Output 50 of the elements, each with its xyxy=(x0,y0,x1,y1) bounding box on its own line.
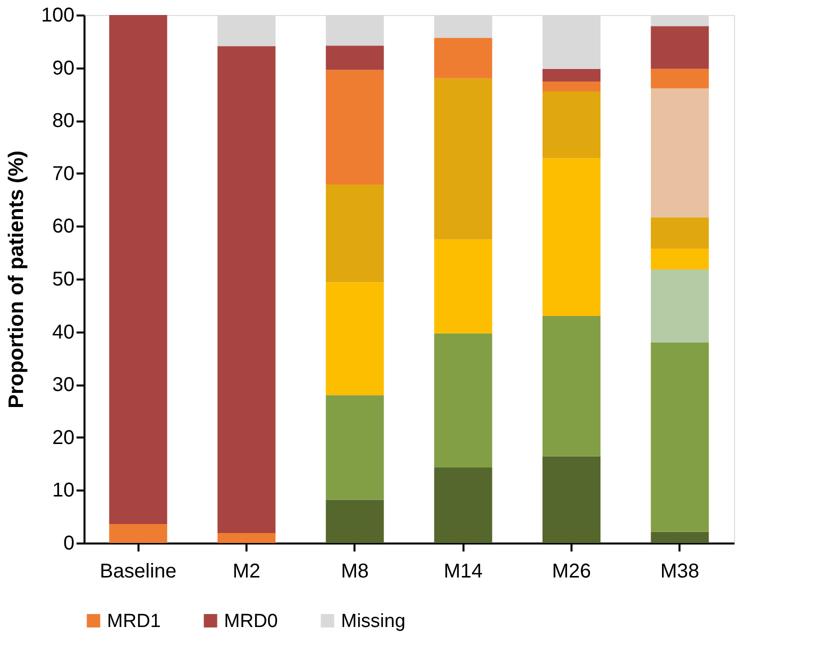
y-tick-label: 80 xyxy=(52,110,74,132)
y-tick-label: 0 xyxy=(63,532,74,554)
y-tick-label: 100 xyxy=(41,4,74,26)
x-tick-label: M38 xyxy=(660,560,700,582)
x-tick-label: M26 xyxy=(552,560,591,582)
bar xyxy=(650,88,709,218)
bar xyxy=(434,333,492,468)
bar xyxy=(650,342,709,532)
bar xyxy=(542,82,600,92)
bar xyxy=(650,217,709,249)
y-tick-label: 70 xyxy=(52,162,74,185)
y-axis-title: Proportion of patients (%) xyxy=(5,150,28,408)
bar xyxy=(650,248,709,270)
bar xyxy=(218,532,276,543)
bar xyxy=(650,68,709,88)
x-tick-label: M14 xyxy=(444,560,483,582)
bar xyxy=(542,456,600,543)
bar xyxy=(542,92,600,158)
x-tick-label: Baseline xyxy=(100,560,177,582)
bar xyxy=(650,26,709,69)
bar xyxy=(326,184,384,282)
bar xyxy=(434,239,492,334)
bar xyxy=(434,467,492,543)
y-tick-label: 40 xyxy=(52,321,74,344)
legend-label: Missing xyxy=(341,610,406,632)
bar xyxy=(542,158,600,316)
y-tick-label: 60 xyxy=(52,216,74,238)
bar xyxy=(109,524,168,543)
y-tick-label: 30 xyxy=(52,374,74,396)
bar xyxy=(650,532,709,543)
bar xyxy=(434,38,492,78)
bar xyxy=(218,46,276,533)
legend-label: MRD0 xyxy=(224,610,278,632)
bar xyxy=(434,78,492,240)
y-tick-label: 20 xyxy=(52,426,74,449)
y-tick-label: 90 xyxy=(52,57,74,80)
bar xyxy=(326,70,384,184)
bar xyxy=(326,46,384,70)
bar xyxy=(109,15,168,524)
y-tick-label: 10 xyxy=(52,480,74,502)
bar xyxy=(326,282,384,396)
bar xyxy=(542,68,600,82)
bar xyxy=(542,316,600,456)
bar xyxy=(326,500,384,543)
bar xyxy=(650,269,709,342)
x-tick-label: M2 xyxy=(232,560,260,582)
bar xyxy=(326,395,384,500)
y-tick-label: 50 xyxy=(52,268,74,290)
x-tick-label: M8 xyxy=(340,560,369,582)
legend-label: MRD1 xyxy=(107,610,161,632)
